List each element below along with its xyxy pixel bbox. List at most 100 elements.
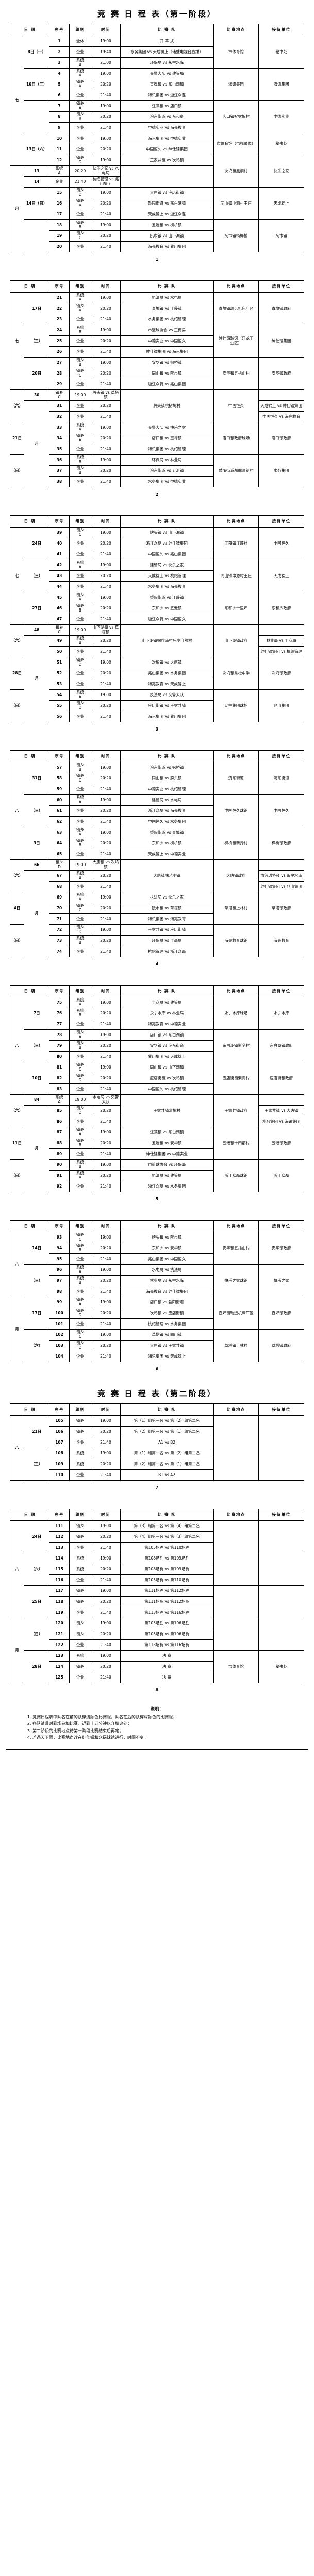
text-line: 27 — [56, 360, 62, 365]
group-cell: 镇乡 B — [69, 1138, 92, 1149]
text-line: 21:40 — [100, 1054, 111, 1059]
month-cell: 八 — [10, 762, 24, 860]
text-line: 62 — [56, 819, 62, 824]
match-no-cell: 31 — [49, 400, 70, 412]
text-line: 10 — [32, 1075, 38, 1080]
schedule-table: 日 期序号 组别 时间比 赛 队比赛地点 接待单位八 24日 111 镇乡 19:00 第（3）… — [9, 1509, 304, 1683]
text-line: 应店街镇 vs 王家井镇 — [148, 703, 186, 708]
text-line: 镇乡 — [76, 1620, 84, 1625]
group-cell: 企业 — [69, 1639, 92, 1651]
text-line: 水务集团 vs 杭绍管理 — [148, 316, 186, 321]
text-line: 19:00 — [100, 360, 111, 365]
text-line: （诸暨电视台直播） — [168, 49, 203, 54]
text-line: 浣东街道 vs 五泄镇 — [150, 468, 184, 473]
text-line: 王家井镇 — [224, 1108, 240, 1113]
text-line: 阮市镇 — [224, 233, 236, 238]
teams-cell: 水电局 vs 执法局 — [120, 1264, 214, 1276]
column-header-time: 时间 — [91, 1220, 121, 1232]
table-row: 88 镇乡 B 20:20 五泄镇 vs 安华镇 — [10, 1138, 304, 1149]
match-no-cell: 99 — [49, 1297, 70, 1308]
match-no-cell: 62 — [49, 816, 70, 827]
match-no-cell: 49 — [49, 635, 70, 647]
text-line: 19:00 — [100, 1588, 111, 1593]
text-line: 决 赛 — [162, 1653, 172, 1658]
group-cell: 镇乡 D — [69, 155, 92, 166]
text-line: 20:20 — [100, 938, 111, 943]
host-cell: 水务集团 — [258, 454, 304, 487]
match-no-cell: 123 — [49, 1650, 70, 1662]
text-line: 系统 — [76, 293, 84, 298]
text-line: 33 — [56, 425, 62, 430]
table-row: 116 企业 21:40 第105场负 vs 第110场负 — [10, 1574, 304, 1586]
text-line: 政府 — [283, 1245, 291, 1250]
host-cell: 店口镇政府 — [258, 422, 304, 455]
month-cell: 月 — [23, 1105, 50, 1192]
match-no-cell: 54 — [49, 689, 70, 701]
text-line: 牌头镇 vs 山下湖镇 — [150, 530, 184, 535]
text-line: 日 — [37, 370, 42, 376]
text-line: 暨阳街道 vs 江藻镇 — [150, 595, 184, 600]
teams-cell: 决 赛 — [120, 1672, 214, 1683]
teams-cell: 中国恒久 vs 海亮教育 — [258, 411, 304, 422]
match-no-cell: 9 — [49, 122, 70, 133]
teams-cell: 中国恒久 vs 水务集团 — [120, 816, 214, 827]
table-row: 74 企业 21:40 杭绍管理 vs 浙江众磊 — [10, 946, 304, 957]
table-header-row: 日 期序号 组别 时间比 赛 队比赛地点 接待单位 — [9, 515, 304, 528]
table-row: 27日 45 镇乡 A 19:00 暨阳街道 vs 江藻镇 东和乡十里坪 东和乡政府 — [10, 592, 304, 625]
time-cell: 21:40 — [91, 849, 121, 860]
group-cell: 系统 B — [69, 1159, 92, 1171]
text-line: 镇乡 — [76, 101, 84, 106]
text-line: 中国恒久 — [228, 403, 244, 408]
group-cell: 镇乡 B — [69, 465, 92, 477]
table-row: 37 镇乡 B 20:20 浣东街道 vs 五泄镇 — [10, 465, 304, 477]
text-line: 安华镇 — [222, 370, 235, 376]
text-line: 秀松中学 — [234, 670, 250, 675]
table-row: 115 系统 20:20 第108场负 vs 第109场负 — [10, 1564, 304, 1575]
text-line: 球馆 — [240, 1278, 248, 1283]
group-cell: 系统 A — [49, 1094, 70, 1106]
text-line: 20:20 — [100, 1664, 111, 1669]
text-line: 21:40 — [74, 179, 86, 184]
time-cell: 20:20 — [91, 303, 121, 314]
text-line: 快乐之家 — [224, 1278, 240, 1283]
group-cell: 企业 — [69, 46, 92, 58]
table-row: 4日 69 系统 A 19:00 执法局 vs 快乐之家 草塔镇上林村 草塔镇政府 — [10, 892, 304, 925]
venue-cell: 东和乡十里坪 — [213, 592, 259, 625]
table-header-row: 日 期序号 组别 时间比 赛 队比赛地点 接待单位 — [9, 985, 304, 997]
time-cell: 21:40 — [91, 581, 121, 592]
text-line: 80 — [56, 1054, 62, 1059]
teams-cell: 第105场负 vs 第110场负 — [120, 1574, 214, 1586]
time-cell: 20:20 — [91, 1243, 121, 1254]
match-no-cell: 90 — [49, 1159, 70, 1171]
text-line: 八 — [15, 1566, 19, 1571]
text-line: 镇乡 — [76, 762, 84, 768]
text-line: 122 — [55, 1642, 63, 1647]
text-line: 政府 — [240, 638, 248, 643]
teams-cell: 安华镇 vs 浣东街道 — [120, 1040, 214, 1052]
table-row: 20 企业 21:40 海亮教育 vs 兆山集团 — [10, 241, 304, 252]
text-line: 7 — [58, 103, 61, 108]
text-line: A — [78, 84, 82, 89]
teams-cell: 海亮教育 vs 天成锦上 — [120, 679, 214, 690]
table-row: 100 镇乡 D 20:20 次坞镇 vs 应店街镇 — [10, 1308, 304, 1319]
text-line: 19:00 — [100, 1299, 111, 1304]
text-line: 83 — [56, 1086, 62, 1091]
text-line: 21:40 — [100, 244, 111, 249]
text-line: （三） — [30, 1278, 43, 1283]
match-no-cell: 89 — [49, 1148, 70, 1160]
group-cell: 镇乡 D — [69, 700, 92, 711]
text-line: 企业 — [76, 1609, 84, 1615]
text-line: 快乐之家 — [273, 168, 289, 173]
match-no-cell: 63 — [49, 827, 70, 838]
time-cell: 20:20 — [91, 230, 121, 242]
table-row: 32 企业 21:40 中国恒久 vs 海亮教育 — [10, 411, 304, 422]
text-line: 企业 — [76, 1545, 84, 1550]
text-line: 19:00 — [100, 595, 111, 600]
teams-cell: 东和乡 vs 五泄镇 — [120, 603, 214, 614]
text-line: A — [78, 427, 82, 432]
venue-cell: 直埠镇瑞远机床厂区 — [213, 292, 259, 325]
table-row: （三） 96 系统 A 19:00 水电局 vs 执法局 快乐之家球馆 快乐之家 — [10, 1264, 304, 1297]
text-line: 21:00 — [100, 60, 111, 65]
venue-cell: 草塔镇上林村 — [213, 1329, 259, 1362]
venue-cell: 次坞镇秀松中学 — [213, 657, 259, 690]
